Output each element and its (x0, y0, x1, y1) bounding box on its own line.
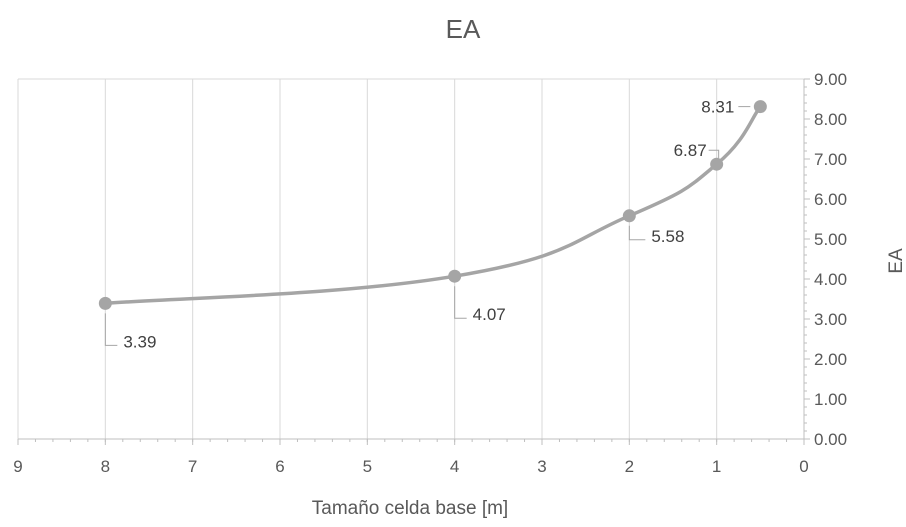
data-label-leader (708, 149, 720, 159)
y-tick-label: 1.00 (814, 390, 847, 409)
x-tick-label: 4 (450, 457, 459, 476)
data-point-marker (710, 157, 724, 171)
data-point-marker (753, 100, 767, 114)
y-tick-label: 8.00 (814, 110, 847, 129)
x-tick-label: 0 (799, 457, 808, 476)
x-tick-label: 1 (712, 457, 721, 476)
x-tick-label: 9 (13, 457, 22, 476)
series-line (103, 104, 763, 306)
x-tick-label: 2 (625, 457, 634, 476)
data-point-marker (622, 209, 636, 223)
x-tick-label: 3 (537, 457, 546, 476)
y-tick-label: 9.00 (814, 70, 847, 89)
data-label: 6.87 (674, 141, 707, 160)
chart-title: EA (446, 14, 481, 44)
series-layer (98, 100, 767, 310)
y-tick-label: 6.00 (814, 190, 847, 209)
y-tick-label: 7.00 (814, 150, 847, 169)
data-point-marker (98, 296, 112, 310)
axes: 9 8 7 6 5 4 3 2 1 0 0.00 1.00 2.00 3.00 4.00 5.00 6.00 7.… (13, 70, 847, 476)
data-label-leader (104, 313, 118, 346)
data-label-leader (454, 286, 467, 319)
y-tick-label: 2.00 (814, 350, 847, 369)
data-label: 3.39 (123, 332, 156, 351)
grid-lines (17, 78, 805, 439)
y-tick-label: 5.00 (814, 230, 847, 249)
y-tick-label: 0.00 (814, 430, 847, 449)
x-tick-label: 6 (275, 457, 284, 476)
data-labels: 3.39 4.07 5.58 6.87 8.31 (104, 98, 751, 351)
x-axis-title: Tamaño celda base [m] (312, 498, 508, 519)
x-tick-label: 7 (188, 457, 197, 476)
y-axis-title: EA (886, 248, 906, 274)
x-tick-label: 5 (363, 457, 372, 476)
y-tick-label: 3.00 (814, 310, 847, 329)
data-point-marker (448, 269, 462, 283)
data-label: 5.58 (651, 227, 684, 246)
x-tick-label: 8 (101, 457, 110, 476)
data-label: 4.07 (473, 305, 506, 324)
data-label-leader (628, 225, 646, 241)
y-tick-label: 4.00 (814, 270, 847, 289)
data-label: 8.31 (701, 98, 734, 117)
